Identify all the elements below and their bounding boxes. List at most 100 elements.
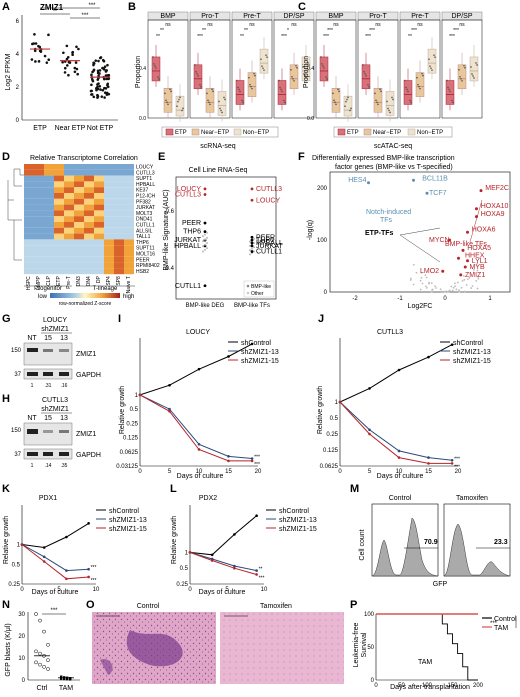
point xyxy=(158,78,160,80)
point xyxy=(167,103,169,106)
point xyxy=(347,96,349,99)
panel-f-point xyxy=(445,290,448,293)
panel-a-group: ETP xyxy=(33,125,47,132)
point xyxy=(281,90,283,93)
panel-n-point xyxy=(46,642,50,647)
x-tick-label: 0 xyxy=(188,587,192,593)
heatmap-cell xyxy=(34,216,44,222)
heatmap-cell xyxy=(104,227,114,234)
legend-label: shZMIZ1-15 xyxy=(241,358,279,365)
panel-a-point xyxy=(95,88,98,92)
x-tick-label: 10 xyxy=(93,587,100,593)
sig-top: ns xyxy=(417,22,423,28)
panel-n-point xyxy=(34,649,38,654)
panel-f-point xyxy=(419,279,422,282)
point xyxy=(253,72,255,75)
heatmap-cell xyxy=(94,181,104,188)
panel-e-label: JURKAT xyxy=(256,243,283,250)
panel-e-point xyxy=(203,187,207,191)
panel-a-point xyxy=(89,89,93,93)
heatmap-cell xyxy=(54,239,64,246)
heatmap-cell xyxy=(64,268,74,275)
panel-h-mw: 150 xyxy=(11,428,22,434)
heatmap-row-label: MOLT3 xyxy=(136,211,153,217)
heatmap-cell xyxy=(104,262,114,269)
heatmap-cell xyxy=(84,216,94,222)
heatmap-cell xyxy=(124,187,134,193)
heatmap-cell xyxy=(44,251,54,257)
heatmap-cell xyxy=(74,239,84,246)
panel-c-boxplots: BMPns******Pro-Tns******Pre-Tns*****DP/S… xyxy=(307,11,483,122)
heatmap-cell xyxy=(74,262,84,269)
point xyxy=(207,99,209,102)
panel-e-ytick: 0.4 xyxy=(166,266,175,272)
heatmap-cell xyxy=(34,181,44,188)
panel-f-point xyxy=(463,290,466,293)
heatmap-cell xyxy=(44,204,54,211)
data-point xyxy=(197,442,201,446)
panel-f-point xyxy=(424,274,427,277)
panel-c-ylabel: Proportion xyxy=(303,56,310,88)
panel-f-label: HOXA10 xyxy=(481,203,509,210)
heatmap-cell xyxy=(94,239,104,246)
point xyxy=(212,90,214,93)
point xyxy=(209,103,211,106)
x-tick-label: 10 xyxy=(261,587,268,593)
point xyxy=(419,87,421,90)
panel-f-point xyxy=(477,277,480,280)
heatmap-row-label: PEER xyxy=(136,257,150,263)
heatmap-cell xyxy=(34,233,44,240)
legend-label: shZMIZ1-13 xyxy=(109,517,147,524)
heatmap-cell xyxy=(44,227,54,234)
panel-f-pointer xyxy=(399,234,441,263)
heatmap-cell xyxy=(104,251,114,257)
heatmap-cell xyxy=(44,164,54,170)
heatmap-cell xyxy=(54,233,64,240)
heatmap-cell xyxy=(34,210,44,217)
panel-i-title: LOUCY xyxy=(186,329,210,336)
panel-f-point xyxy=(452,286,455,289)
data-point xyxy=(397,449,401,453)
point xyxy=(449,90,451,93)
point xyxy=(179,96,181,99)
data-point xyxy=(450,462,454,465)
box xyxy=(415,72,425,97)
heatmap-cell xyxy=(84,233,94,240)
heatmap-cell xyxy=(54,256,64,263)
panel-c-subtitle: scATAC-seq xyxy=(374,143,412,150)
panel-f-point xyxy=(454,282,456,285)
x-tick-label: 0 xyxy=(338,469,342,475)
heatmap-cell xyxy=(124,268,134,275)
panel-d-title: Relative Transcriptome Correlation xyxy=(30,155,138,162)
data-point xyxy=(42,546,46,549)
panel-f-point xyxy=(471,267,474,270)
box xyxy=(247,72,257,97)
box xyxy=(205,88,215,113)
panel-a-point xyxy=(106,63,109,67)
point xyxy=(153,63,155,65)
panel-f-point xyxy=(428,281,430,284)
panel-g-lane: 13 xyxy=(60,335,68,342)
heatmap-cell xyxy=(34,268,44,275)
panel-j-letter: J xyxy=(318,313,324,325)
sig-top: ns xyxy=(291,22,297,28)
panel-a-point xyxy=(106,83,109,87)
heatmap-col-label: SP8 xyxy=(116,276,122,286)
panel-d-scale-low: low xyxy=(38,294,48,300)
panel-a-group: Near ETP xyxy=(55,125,86,132)
sig-top: ns xyxy=(375,22,381,28)
data-point xyxy=(250,459,254,463)
panel-f-point xyxy=(455,288,458,291)
panel-p-ylabel1: Leukemia-free xyxy=(353,623,360,668)
panel-f-xtick: 1 xyxy=(488,296,492,302)
heatmap-cell xyxy=(94,262,104,269)
panel-f-label: HOXA6 xyxy=(472,227,496,234)
panel-f-pointer xyxy=(399,227,441,236)
point xyxy=(475,62,477,64)
heatmap-cell xyxy=(24,216,34,222)
panel-f-point xyxy=(476,262,479,265)
heatmap-cell xyxy=(124,256,134,263)
panel-d-letter: D xyxy=(2,151,10,163)
y-tick-label: 0.03125 xyxy=(116,464,138,470)
